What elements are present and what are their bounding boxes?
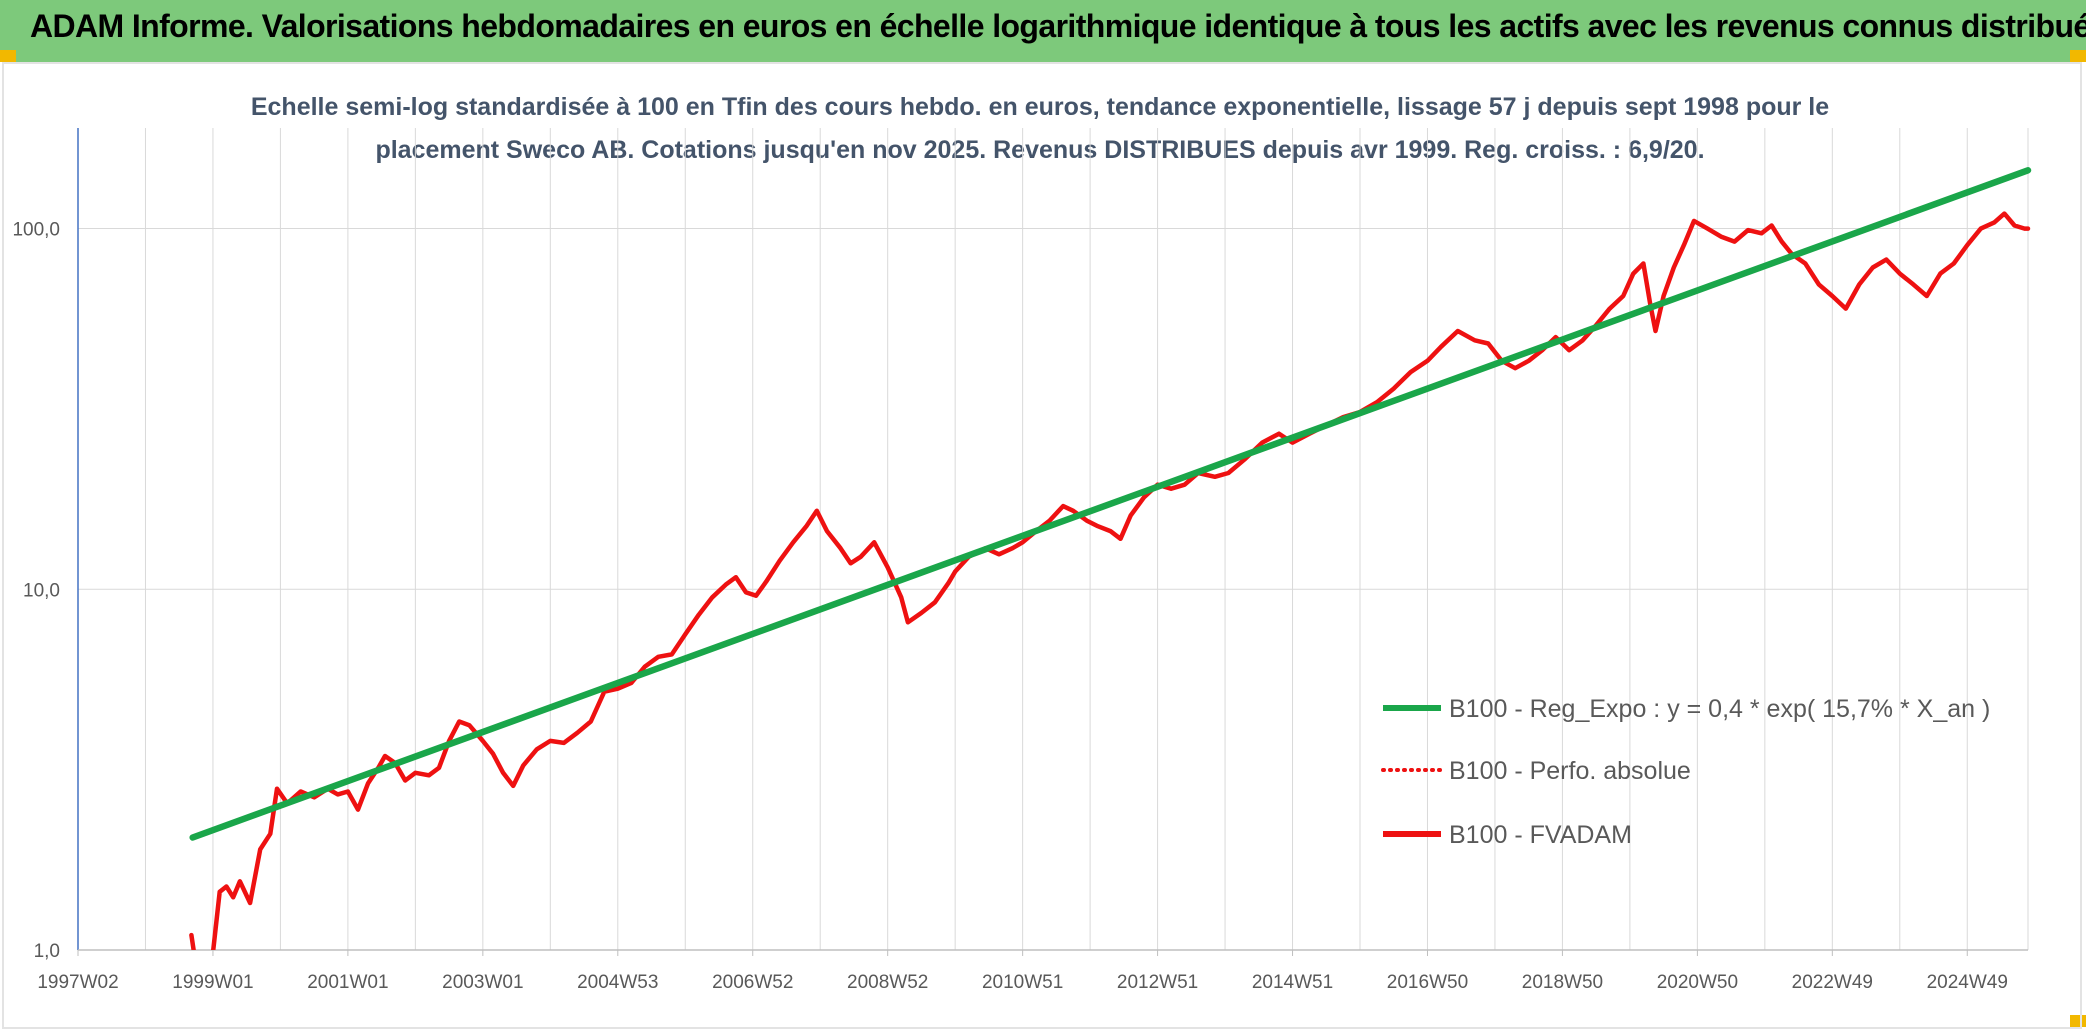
chart-title-line-1: Echelle semi-log standardisée à 100 en T… (251, 93, 1829, 121)
y-tick-label: 100,0 (12, 220, 60, 241)
x-tick-label: 2008W52 (847, 972, 928, 993)
grid (77, 128, 2029, 951)
x-tick-label: 1997W02 (37, 972, 118, 993)
x-tick-label: 2004W53 (577, 972, 658, 993)
legend-label: B100 - Reg_Expo : y = 0,4 * exp( 15,7% *… (1449, 695, 1990, 723)
y-tick-label: 10,0 (23, 580, 60, 601)
series (189, 167, 2032, 950)
chart-frame (2, 62, 2082, 1029)
chart-title-line-2: placement Sweco AB. Cotations jusqu'en n… (375, 136, 1704, 164)
x-tick-label: 2022W49 (1792, 972, 1873, 993)
series-fvadam-line (189, 211, 2031, 950)
axes: 1,0 10,0 100,0 1997W02 1999W01 2001W01 2003W01… (12, 128, 2028, 993)
corner-marker-left (0, 50, 16, 62)
header-title: ADAM Informe. Valorisations hebdomadaire… (30, 8, 2086, 44)
x-tick-label: 2024W49 (1927, 972, 2008, 993)
x-tick-label: 2016W50 (1387, 972, 1468, 993)
x-tick-label: 2003W01 (442, 972, 523, 993)
x-tick-label: 2014W51 (1252, 972, 1333, 993)
corner-marker-right (2070, 50, 2086, 62)
x-tick-label: 1999W01 (172, 972, 253, 993)
x-tick-label: 2010W51 (982, 972, 1063, 993)
legend-label: B100 - FVADAM (1449, 821, 1632, 849)
header-bar: ADAM Informe. Valorisations hebdomadaire… (0, 0, 2086, 62)
x-tick-label: 2020W50 (1657, 972, 1738, 993)
corner-marker-bottom-right (2070, 1015, 2086, 1027)
x-tick-label: 2001W01 (307, 972, 388, 993)
x-tick-label: 2006W52 (712, 972, 793, 993)
y-tick-label: 1,0 (34, 941, 60, 962)
chart-title: Echelle semi-log standardisée à 100 en T… (251, 93, 1829, 164)
legend-label: B100 - Perfo. absolue (1449, 757, 1691, 785)
x-tick-label: 2018W50 (1522, 972, 1603, 993)
series-reg-expo-line (189, 167, 2032, 841)
x-tick-label: 2012W51 (1117, 972, 1198, 993)
legend: B100 - Reg_Expo : y = 0,4 * exp( 15,7% *… (1381, 695, 1990, 849)
